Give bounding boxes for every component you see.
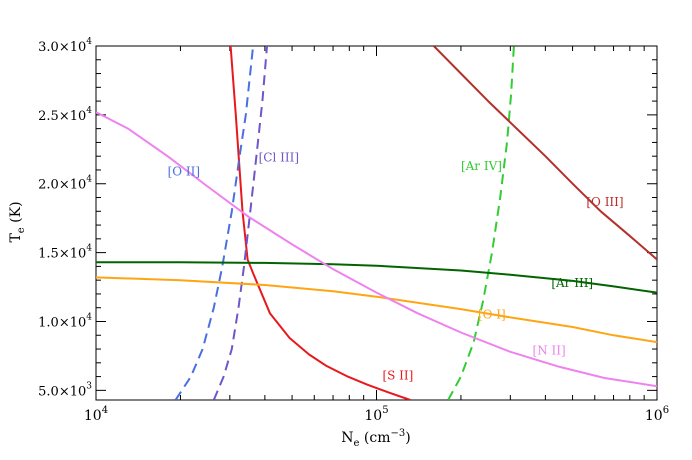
y-axis-title-main: T [8,233,24,243]
y-tick-label-exp-1: 4 [86,312,92,322]
x-axis-title-units-exp: −3 [390,428,405,439]
y-tick-label-exp-2: 4 [86,244,92,254]
y-tick-label-1: 1.0×104 [38,312,92,330]
x-axis-title-sub: e [354,438,360,449]
series-line-o-i [96,276,657,344]
y-tick-label-exp-4: 4 [86,106,92,116]
y-tick-label-0: 5.0×103 [38,381,92,399]
x-axis-title-units: (cm [359,430,390,446]
x-tick-label-0: 104 [84,405,108,424]
y-tick-label-mantissa-3: 2.0×10 [38,178,86,193]
y-tick-label-mantissa-5: 3.0×10 [38,40,86,55]
x-tick-label-base-1: 10 [364,408,382,424]
series-label-o-ii: [O II] [168,164,201,178]
x-axis-title-units-close: ) [405,430,410,446]
series-line-n-ii [96,111,657,388]
y-tick-label-4: 2.5×104 [38,106,92,124]
y-tick-label-5: 3.0×104 [38,37,92,55]
x-tick-label-base-2: 10 [645,408,663,424]
x-tick-label-exp-2: 6 [663,405,669,416]
plot-curves [96,46,657,400]
plot-frame [95,45,658,401]
series-line-o-ii [174,46,255,400]
y-tick-label-exp-5: 4 [86,37,92,47]
series-line-cl-iii [212,46,268,400]
y-tick-label-mantissa-4: 2.5×10 [38,109,86,124]
x-tick-label-base-0: 10 [84,408,102,424]
y-tick-label-mantissa-1: 1.0×10 [38,315,86,330]
series-label-cl-iii: [Cl III] [259,151,299,165]
y-axis-title-units: (K) [8,201,24,227]
series-line-ar-iv [447,46,515,400]
plot-axes: 104 105 1065.0×1031.0×1041.5×1042.0×1042.5… [38,37,669,424]
series-line-ar-iii [96,261,657,294]
series-label-ar-iv: [Ar IV] [461,159,502,173]
x-tick-label-exp-1: 5 [382,405,388,416]
axis-titles: Ne (cm−3) Te (K) [8,201,411,449]
series-label-n-ii: [N II] [533,344,566,358]
series-label-s-ii: [S II] [382,368,413,382]
y-tick-label-exp-0: 3 [86,381,92,391]
y-tick-label-3: 2.0×104 [38,175,92,193]
y-tick-label-mantissa-2: 1.5×10 [38,247,86,262]
x-axis-title: Ne (cm−3) [341,428,410,449]
y-tick-label-2: 1.5×104 [38,244,92,262]
series-line-o-iii [433,46,657,261]
y-tick-label-mantissa-0: 5.0×10 [38,384,86,399]
x-tick-label-1: 105 [364,405,388,424]
y-axis-title: Te (K) [8,201,27,242]
series-label-o-iii: [O III] [586,195,623,209]
y-tick-label-exp-3: 4 [86,175,92,185]
plot-series-labels: [S II] [O II] [Cl III] [Ar IV] [O III] [Ar II… [168,151,624,383]
x-axis-title-main: N [341,430,353,446]
y-axis-title-sub: e [16,227,27,233]
series-label-o-i: [O I] [478,308,506,322]
x-tick-label-2: 106 [645,405,669,424]
series-label-ar-iii: [Ar III] [551,276,593,290]
x-tick-label-exp-0: 4 [102,405,108,416]
